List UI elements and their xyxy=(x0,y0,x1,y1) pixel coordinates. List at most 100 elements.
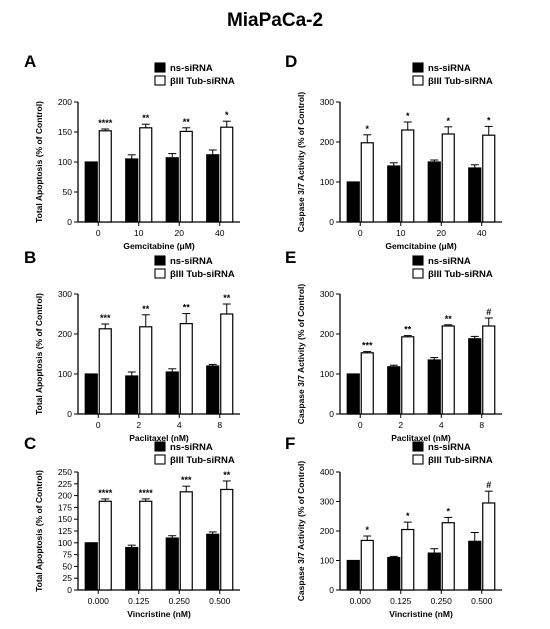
y-tick-label-c: 50 xyxy=(63,561,73,571)
significance-label-f: # xyxy=(486,480,491,490)
y-axis-label-e: Caspase 3/7 Activity (% of Control) xyxy=(296,284,306,425)
legend-swatch-e-ns-sirna xyxy=(412,255,424,266)
legend-label-a-biii-tub-sirna: βIII Tub-siRNA xyxy=(170,76,235,87)
bar-d-ns-sirna-2 xyxy=(427,161,441,223)
y-axis-label-a: Total Apoptosis (% of Control) xyxy=(34,101,44,223)
bar-f-biii-tub-sirna-1 xyxy=(401,528,415,591)
x-tick-label-e: 0 xyxy=(358,420,363,430)
y-tick-label-d: 200 xyxy=(320,137,334,147)
legend-swatch-a-ns-sirna xyxy=(154,62,166,73)
legend-swatch-b-biii-tub-sirna xyxy=(154,268,166,279)
x-tick-label-c: 0.250 xyxy=(169,596,191,606)
bar-c-biii-tub-sirna-0 xyxy=(98,500,112,591)
legend-label-d-ns-sirna: ns-siRNA xyxy=(428,63,471,74)
bar-e-ns-sirna-1 xyxy=(387,366,401,415)
legend-label-c-biii-tub-sirna: βIII Tub-siRNA xyxy=(170,455,235,466)
bar-f-ns-sirna-1 xyxy=(387,556,401,591)
x-tick-label-e: 4 xyxy=(439,420,444,430)
legend-swatch-d-ns-sirna xyxy=(412,62,424,73)
significance-label-c: ** xyxy=(223,470,231,480)
bar-e-ns-sirna-3 xyxy=(468,338,482,415)
y-tick-label-e: 100 xyxy=(320,369,334,379)
x-axis-label-f: Vincristine (nM) xyxy=(389,609,453,619)
x-tick-label-e: 2 xyxy=(398,420,403,430)
y-tick-label-b: 200 xyxy=(58,329,72,339)
panel-letter-b: B xyxy=(24,248,37,267)
x-tick-label-d: 20 xyxy=(437,228,447,238)
significance-label-f: * xyxy=(446,506,450,516)
y-tick-label-f: 0 xyxy=(329,585,334,595)
y-tick-label-e: 300 xyxy=(320,289,334,299)
significance-label-b: ** xyxy=(183,303,191,313)
significance-label-a: **** xyxy=(98,118,113,128)
panel-letter-c: C xyxy=(24,434,37,453)
bar-e-biii-tub-sirna-2 xyxy=(441,325,455,415)
bar-a-ns-sirna-3 xyxy=(206,154,220,223)
legend-swatch-b-ns-sirna xyxy=(154,255,166,266)
x-tick-label-a: 0 xyxy=(96,228,101,238)
significance-label-a: * xyxy=(225,110,229,120)
y-tick-label-e: 0 xyxy=(329,409,334,419)
bar-f-biii-tub-sirna-2 xyxy=(441,522,455,591)
y-tick-label-c: 75 xyxy=(63,550,73,560)
bar-d-biii-tub-sirna-2 xyxy=(441,133,455,223)
x-tick-label-a: 40 xyxy=(215,228,225,238)
bar-f-ns-sirna-2 xyxy=(427,552,441,591)
bar-d-ns-sirna-1 xyxy=(387,165,401,223)
bar-f-biii-tub-sirna-0 xyxy=(360,539,374,591)
legend-label-f-biii-tub-sirna: βIII Tub-siRNA xyxy=(428,455,493,466)
significance-label-f: * xyxy=(406,511,410,521)
y-tick-label-f: 300 xyxy=(320,497,334,507)
bar-c-ns-sirna-3 xyxy=(206,533,220,591)
bar-c-ns-sirna-1 xyxy=(125,546,139,591)
significance-label-f: * xyxy=(365,525,369,535)
y-tick-label-c: 25 xyxy=(63,573,73,583)
y-tick-label-c: 250 xyxy=(58,467,72,477)
legend-label-a-ns-sirna: ns-siRNA xyxy=(170,63,213,74)
x-tick-label-b: 8 xyxy=(217,420,222,430)
x-tick-label-f: 0.125 xyxy=(390,596,412,606)
significance-label-e: ** xyxy=(404,325,412,335)
x-tick-label-b: 2 xyxy=(136,420,141,430)
y-axis-label-c: Total Apoptosis (% of Control) xyxy=(34,470,44,592)
significance-label-d: * xyxy=(406,111,410,121)
y-tick-label-c: 175 xyxy=(58,502,72,512)
panel-letter-d: D xyxy=(285,52,298,71)
x-axis-label-e: Paclitaxel (nM) xyxy=(391,433,451,443)
bar-c-biii-tub-sirna-3 xyxy=(220,488,234,591)
significance-label-c: *** xyxy=(181,475,192,485)
x-tick-label-f: 0.250 xyxy=(431,596,453,606)
significance-label-b: *** xyxy=(100,313,111,323)
x-tick-label-b: 0 xyxy=(96,420,101,430)
y-tick-label-a: 50 xyxy=(63,187,73,197)
y-tick-label-d: 0 xyxy=(329,217,334,227)
significance-label-d: * xyxy=(365,124,369,134)
y-tick-label-a: 100 xyxy=(58,157,72,167)
legend-label-e-biii-tub-sirna: βIII Tub-siRNA xyxy=(428,269,493,280)
y-tick-label-f: 200 xyxy=(320,526,334,536)
bar-a-biii-tub-sirna-3 xyxy=(220,126,234,223)
legend-swatch-d-biii-tub-sirna xyxy=(412,75,424,86)
y-tick-label-a: 0 xyxy=(67,217,72,227)
y-tick-label-a: 200 xyxy=(58,97,72,107)
x-tick-label-c: 0.125 xyxy=(128,596,150,606)
significance-label-e: # xyxy=(486,307,491,317)
bar-e-biii-tub-sirna-0 xyxy=(360,352,374,415)
x-tick-label-a: 20 xyxy=(175,228,185,238)
significance-label-e: ** xyxy=(445,314,453,324)
bar-e-ns-sirna-0 xyxy=(346,373,360,415)
legend-label-d-biii-tub-sirna: βIII Tub-siRNA xyxy=(428,76,493,87)
significance-label-a: ** xyxy=(183,117,191,127)
x-tick-label-c: 0.000 xyxy=(88,596,110,606)
x-tick-label-b: 4 xyxy=(177,420,182,430)
bar-c-biii-tub-sirna-2 xyxy=(179,491,193,591)
legend-swatch-a-biii-tub-sirna xyxy=(154,75,166,86)
x-tick-label-c: 0.500 xyxy=(209,596,231,606)
y-tick-label-c: 225 xyxy=(58,479,72,489)
bar-a-biii-tub-sirna-0 xyxy=(98,130,112,223)
bar-b-biii-tub-sirna-2 xyxy=(179,323,193,415)
y-tick-label-c: 200 xyxy=(58,491,72,501)
y-tick-label-c: 125 xyxy=(58,526,72,536)
significance-label-a: ** xyxy=(142,113,150,123)
bar-a-biii-tub-sirna-2 xyxy=(179,130,193,223)
